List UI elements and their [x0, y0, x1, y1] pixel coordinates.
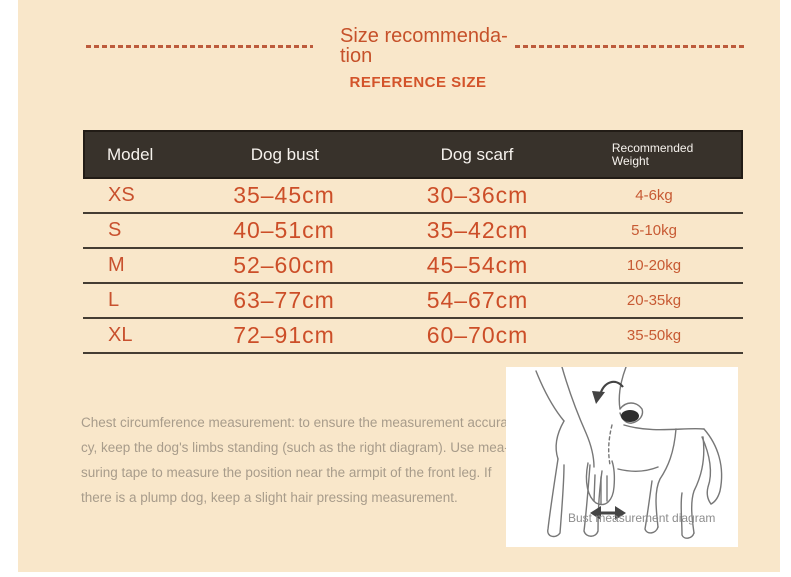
bust-cell: 52–60cm: [233, 252, 335, 278]
measurement-diagram: Bust measurement diagram: [506, 367, 738, 547]
model-cell: XL: [108, 324, 133, 346]
measurement-note: Chest circumference measurement: to ensu…: [81, 410, 512, 510]
scarf-cell: 45–54cm: [426, 252, 529, 278]
col-weight-header-line2: Weight: [611, 153, 650, 168]
page-title-line1: Size recommenda-: [340, 25, 508, 47]
bust-cell: 72–91cm: [233, 322, 335, 348]
model-cell: M: [108, 254, 125, 276]
weight-cell: 10-20kg: [626, 257, 682, 274]
reference-size-label: REFERENCE SIZE: [349, 74, 487, 91]
col-weight-header-line1: Recommended: [611, 140, 694, 155]
title-dash-right: [515, 45, 746, 48]
bust-cell: 35–45cm: [233, 182, 335, 208]
rotate-arrow-icon: [592, 380, 624, 404]
dog-diagram-illustration: [535, 367, 723, 539]
bust-cell: 40–51cm: [233, 217, 335, 243]
note-line: suring tape to measure the position near…: [81, 465, 492, 480]
scarf-cell: 35–42cm: [426, 217, 529, 243]
model-cell: L: [108, 289, 120, 311]
model-cell: S: [108, 219, 122, 241]
table-row: M 52–60cm 45–54cm 10-20kg: [83, 249, 743, 284]
table-row: S 40–51cm 35–42cm 5-10kg: [83, 214, 743, 249]
weight-cell: 4-6kg: [635, 187, 673, 204]
col-model-header: Model: [107, 144, 154, 164]
bust-cell: 63–77cm: [233, 287, 335, 313]
weight-cell: 20-35kg: [626, 292, 682, 309]
diagram-caption: Bust measurement diagram: [568, 511, 716, 525]
table-row: XS 35–45cm 30–36cm 4-6kg: [83, 179, 743, 214]
weight-cell: 5-10kg: [631, 222, 677, 239]
tape-measure-case: [621, 410, 639, 422]
title-dash-left: [86, 45, 313, 48]
col-bust-header: Dog bust: [250, 144, 319, 164]
col-scarf-header: Dog scarf: [440, 144, 514, 164]
table-header: Model Dog bust Dog scarf Recommended Wei…: [83, 130, 743, 179]
note-line: Chest circumference measurement: to ensu…: [81, 415, 513, 430]
table-row: XL 72–91cm 60–70cm 35-50kg: [83, 319, 743, 354]
note-line: there is a plump dog, keep a slight hair…: [81, 490, 458, 505]
size-table: Model Dog bust Dog scarf Recommended Wei…: [83, 130, 743, 354]
col-weight-header: Recommended Weight: [564, 140, 741, 168]
size-panel: Size recommenda- tion REFERENCE SIZE Mod…: [18, 0, 780, 572]
scarf-cell: 60–70cm: [426, 322, 529, 348]
scarf-cell: 30–36cm: [426, 182, 529, 208]
page-title: Size recommenda- tion: [340, 26, 510, 66]
model-cell: XS: [108, 184, 135, 206]
page-title-line2: tion: [340, 45, 373, 67]
weight-cell: 35-50kg: [626, 327, 682, 344]
resize-arrow-icon: [590, 506, 626, 520]
scarf-cell: 54–67cm: [426, 287, 529, 313]
table-row: L 63–77cm 54–67cm 20-35kg: [83, 284, 743, 319]
note-line: cy, keep the dog's limbs standing (such …: [81, 440, 509, 455]
